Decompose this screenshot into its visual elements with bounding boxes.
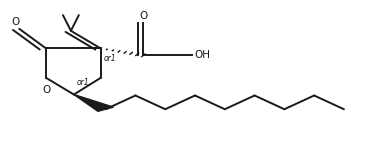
Text: O: O	[11, 17, 20, 27]
Text: or1: or1	[103, 54, 116, 63]
Text: or1: or1	[77, 78, 89, 87]
Polygon shape	[74, 94, 113, 111]
Text: OH: OH	[194, 50, 210, 60]
Text: O: O	[42, 85, 50, 95]
Text: O: O	[139, 11, 147, 21]
